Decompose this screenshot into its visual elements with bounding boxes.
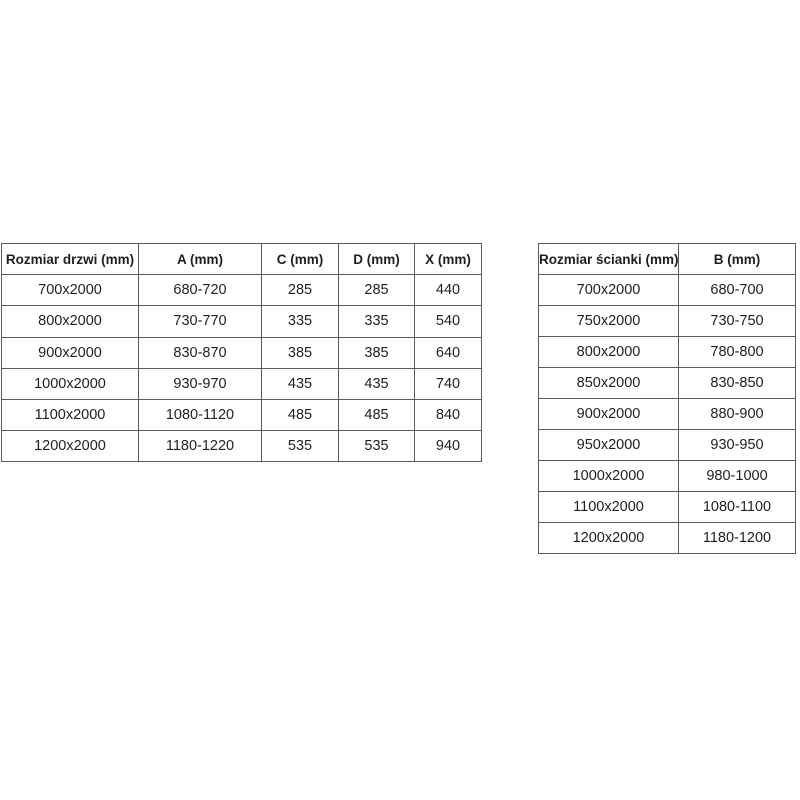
table-cell: 900x2000 [538,398,679,430]
table-cell: 335 [338,305,415,338]
table-cell: 830-850 [678,367,796,399]
table-cell: 1200x2000 [538,522,679,554]
table-row: 700x2000 680-700 [538,274,796,306]
table-cell: 1080-1120 [138,398,262,432]
column-header: A (mm) [138,242,262,276]
table-row: 1000x2000 980-1000 [538,460,796,492]
table-row: 800x2000 780-800 [538,336,796,368]
table-cell: 485 [261,398,339,432]
column-header: D (mm) [338,242,415,276]
table-cell: 1000x2000 [538,460,679,492]
table-cell: 700x2000 [538,274,679,306]
table-cell: 285 [338,274,415,307]
table-cell: 740 [414,367,482,400]
table-row: 850x2000 830-850 [538,367,796,399]
table-cell: 385 [261,336,339,369]
table-cell: 800x2000 [538,336,679,368]
table-cell: 950x2000 [538,429,679,461]
column-header: Rozmiar ścianki (mm) [538,243,679,275]
table-row: 1200x2000 1180-1220 535 535 940 [1,430,482,463]
table-row: 950x2000 930-950 [538,429,796,461]
table-cell: 830-870 [138,336,262,369]
table-cell: 900x2000 [1,336,139,369]
wall-sizes-table: Rozmiar ścianki (mm) B (mm) 700x2000 680-70… [538,243,796,554]
column-header: X (mm) [414,242,482,276]
table-row: 900x2000 830-870 385 385 640 [1,336,482,369]
column-header: B (mm) [678,243,796,275]
table-cell: 540 [414,305,482,338]
table-cell: 1200x2000 [1,430,139,463]
table-row: 900x2000 880-900 [538,398,796,430]
column-header: C (mm) [261,242,339,276]
table-cell: 680-720 [138,274,262,307]
table-cell: 435 [338,367,415,400]
header-row: Rozmiar ścianki (mm) B (mm) [538,243,796,275]
header-row: Rozmiar drzwi (mm) A (mm) C (mm) D (mm) X (m… [1,242,482,276]
table-row: 1000x2000 930-970 435 435 740 [1,367,482,400]
table-cell: 1180-1220 [138,430,262,463]
table-cell: 850x2000 [538,367,679,399]
table-cell: 730-750 [678,305,796,337]
table-row: 750x2000 730-750 [538,305,796,337]
table-cell: 535 [338,430,415,463]
table-cell: 335 [261,305,339,338]
table-row: 800x2000 730-770 335 335 540 [1,305,482,338]
table-cell: 485 [338,398,415,432]
table-cell: 285 [261,274,339,307]
table-cell: 930-950 [678,429,796,461]
table-cell: 535 [261,430,339,463]
table-row: 1200x2000 1180-1200 [538,522,796,554]
table-cell: 940 [414,430,482,463]
table-cell: 1180-1200 [678,522,796,554]
table-cell: 700x2000 [1,274,139,307]
table-row: 1100x2000 1080-1120 485 485 840 [1,398,482,432]
table-cell: 435 [261,367,339,400]
table-cell: 385 [338,336,415,369]
table-cell: 780-800 [678,336,796,368]
table-cell: 840 [414,398,482,432]
column-header: Rozmiar drzwi (mm) [1,242,139,276]
table-cell: 440 [414,274,482,307]
table-row: 1100x2000 1080-1100 [538,491,796,523]
table-cell: 930-970 [138,367,262,400]
table-cell: 1080-1100 [678,491,796,523]
table-cell: 800x2000 [1,305,139,338]
table-cell: 730-770 [138,305,262,338]
table-cell: 1100x2000 [1,398,139,432]
table-cell: 640 [414,336,482,369]
door-sizes-table: Rozmiar drzwi (mm) A (mm) C (mm) D (mm) X (m… [1,242,482,463]
table-cell: 1000x2000 [1,367,139,400]
table-cell: 1100x2000 [538,491,679,523]
table-cell: 750x2000 [538,305,679,337]
table-cell: 980-1000 [678,460,796,492]
table-cell: 680-700 [678,274,796,306]
table-cell: 880-900 [678,398,796,430]
table-row: 700x2000 680-720 285 285 440 [1,274,482,307]
